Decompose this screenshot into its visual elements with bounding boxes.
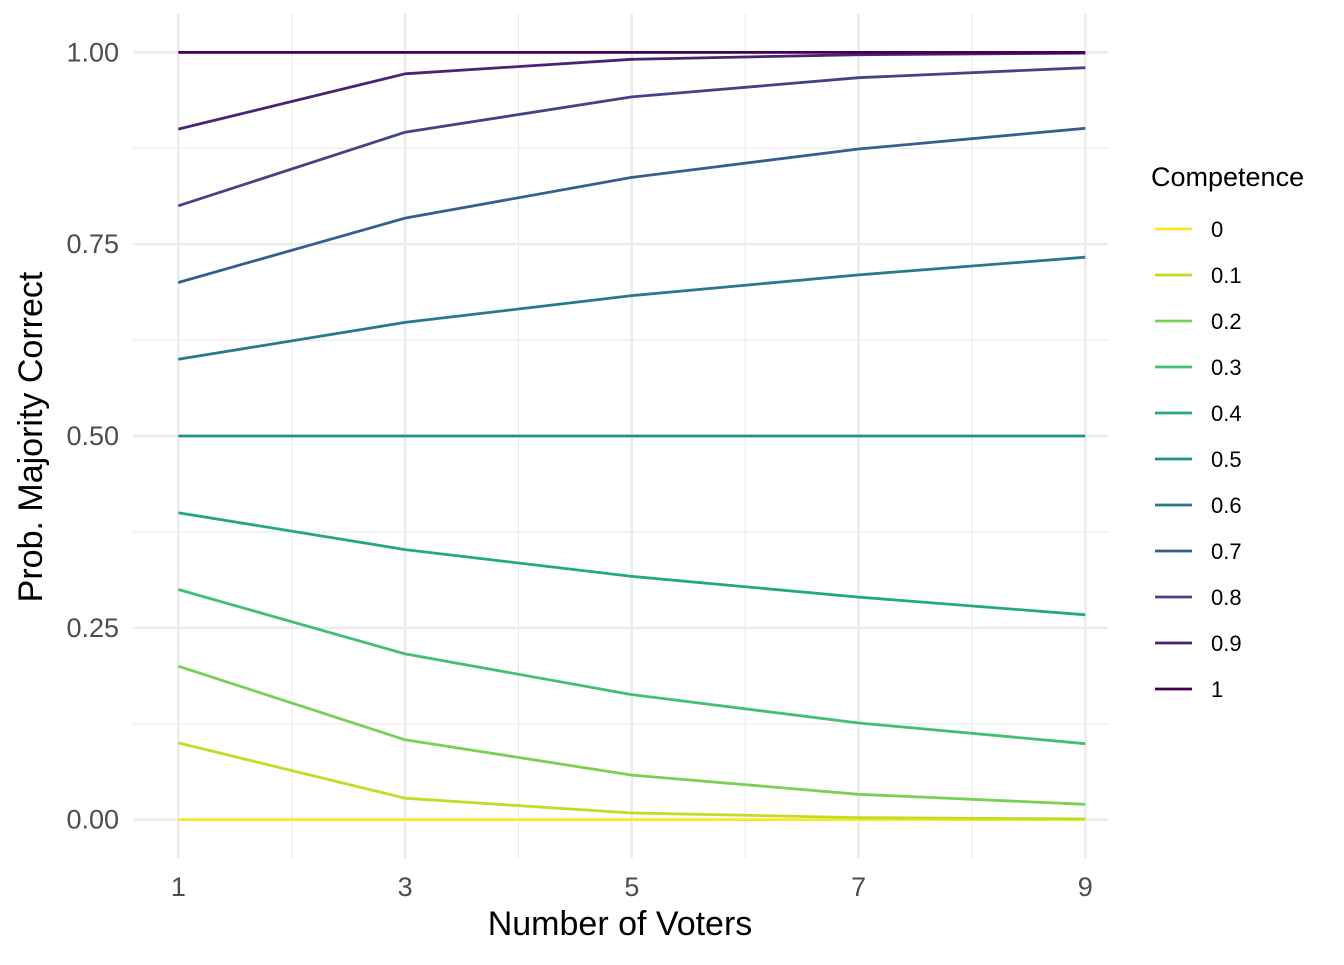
- legend-label: 0.1: [1211, 263, 1242, 288]
- legend-label: 0.9: [1211, 631, 1242, 656]
- series-line-competence-0-3: [177, 588, 1086, 746]
- series-line-competence-0-9: [177, 51, 1086, 131]
- legend-label: 0: [1211, 217, 1223, 242]
- x-tick-label: 3: [398, 872, 413, 902]
- x-tick-label: 1: [171, 872, 186, 902]
- legend-label: 0.4: [1211, 401, 1242, 426]
- legend-item: 0.4: [1155, 401, 1242, 426]
- y-axis-tick-labels: 0.00 0.25 0.50 0.75 1.00: [66, 37, 119, 834]
- legend-title: Competence: [1151, 162, 1304, 192]
- y-tick-label: 0.50: [66, 421, 119, 451]
- series-line-competence-0-2: [177, 664, 1086, 806]
- series-line-competence-0-4: [178, 511, 1086, 617]
- legend-item: 0.9: [1155, 631, 1242, 656]
- legend: Competence 0 0.1 0.2 0.3 0.4 0.5 0.6 0.7 0.8 0.9 1: [1151, 162, 1304, 702]
- legend-label: 0.5: [1211, 447, 1242, 472]
- legend-item: 0.1: [1155, 263, 1242, 288]
- legend-items: 0 0.1 0.2 0.3 0.4 0.5 0.6 0.7 0.8 0.9 1: [1155, 217, 1242, 702]
- legend-label: 0.3: [1211, 355, 1242, 380]
- legend-label: 0.6: [1211, 493, 1242, 518]
- series-line-competence-0-6: [178, 255, 1086, 361]
- legend-item: 1: [1155, 677, 1223, 702]
- legend-item: 0.3: [1155, 355, 1242, 380]
- x-tick-label: 9: [1078, 872, 1093, 902]
- legend-item: 0.2: [1155, 309, 1242, 334]
- series-line-competence-0-7: [177, 126, 1086, 284]
- legend-item: 0.6: [1155, 493, 1242, 518]
- series-lines: [177, 51, 1086, 821]
- series-line-competence-0-8: [177, 66, 1086, 208]
- legend-item: 0: [1155, 217, 1223, 242]
- x-axis-tick-labels: 1 3 5 7 9: [171, 872, 1093, 902]
- x-tick-label: 5: [624, 872, 639, 902]
- legend-label: 1: [1211, 677, 1223, 702]
- y-tick-label: 0.75: [66, 229, 119, 259]
- x-axis-title: Number of Voters: [488, 905, 753, 943]
- legend-item: 0.5: [1155, 447, 1242, 472]
- y-tick-label: 1.00: [66, 37, 119, 67]
- legend-label: 0.8: [1211, 585, 1242, 610]
- x-tick-label: 7: [851, 872, 866, 902]
- series-line-competence-0-1: [177, 741, 1086, 821]
- legend-label: 0.2: [1211, 309, 1242, 334]
- legend-item: 0.7: [1155, 539, 1242, 564]
- y-tick-label: 0.00: [66, 805, 119, 835]
- y-tick-label: 0.25: [66, 613, 119, 643]
- y-axis-title: Prob. Majority Correct: [12, 271, 50, 602]
- legend-item: 0.8: [1155, 585, 1242, 610]
- legend-label: 0.7: [1211, 539, 1242, 564]
